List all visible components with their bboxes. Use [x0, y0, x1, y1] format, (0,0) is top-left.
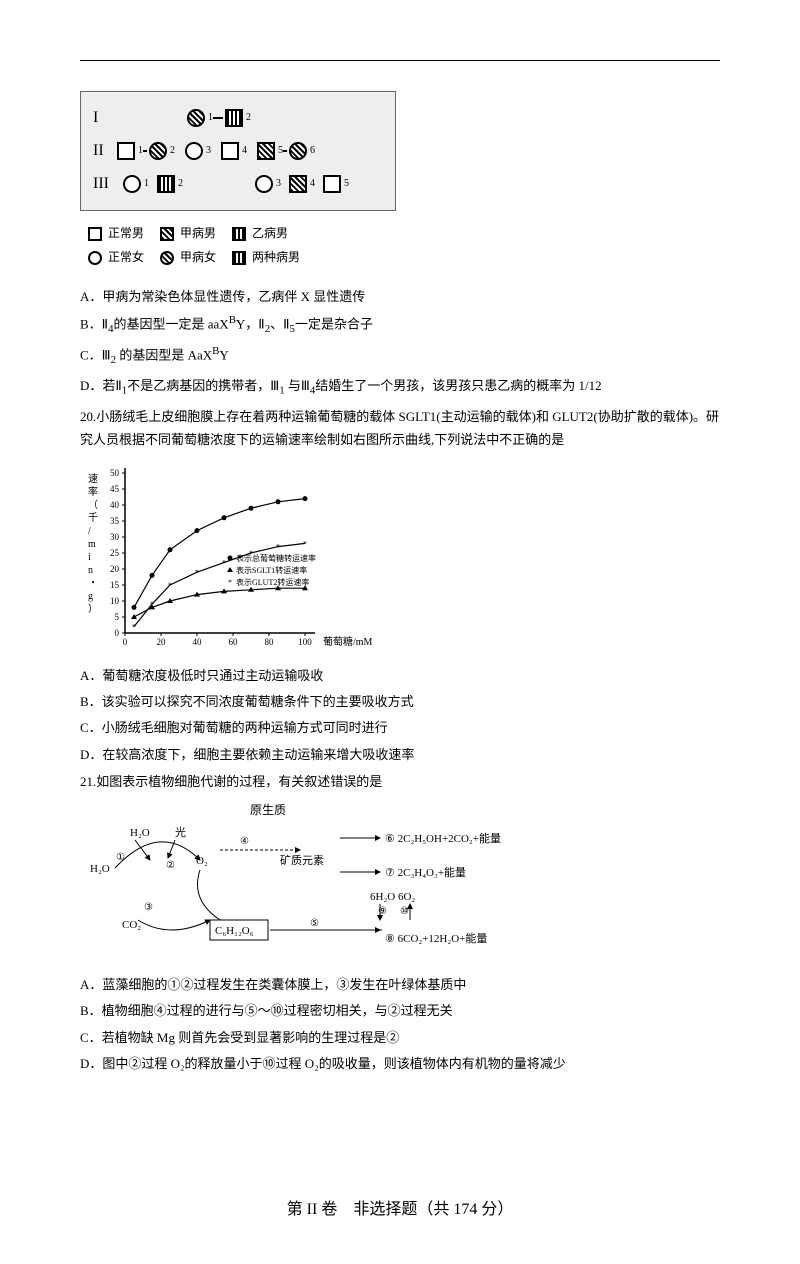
- svg-text:i: i: [88, 552, 91, 563]
- pedigree-individual: [289, 175, 307, 193]
- svg-text:*: *: [303, 539, 307, 548]
- svg-text:・: ・: [88, 578, 98, 589]
- svg-text:H₂O: H₂O: [130, 827, 150, 839]
- q20-stem: 20.小肠绒毛上皮细胞膜上存在着两种运输葡萄糖的载体 SGLT1(主动运输的载体…: [80, 405, 720, 452]
- label-raw: 原生质: [250, 803, 286, 817]
- q19-option-c: C．Ⅲ2 的基因型是 AaXBY: [80, 342, 720, 370]
- gen-1-label: I: [93, 104, 115, 133]
- svg-text:0: 0: [123, 637, 128, 647]
- svg-text:葡萄糖/mM: 葡萄糖/mM: [323, 635, 373, 648]
- q19-option-d: D．若Ⅱ1不是乙病基因的携带者，Ⅲ1 与Ⅲ4结婚生了一个男孩，该男孩只患乙病的概…: [80, 374, 720, 401]
- q21-diagram: 原生质 H₂O 光 H₂O ① ② ③ O₂ CO₂ C₆H₁₂O₆ ④ 矿质元…: [80, 800, 560, 967]
- svg-text:（: （: [88, 499, 98, 511]
- svg-text:⑧ 6CO₂+12H₂O+能量: ⑧ 6CO₂+12H₂O+能量: [385, 931, 487, 945]
- pedigree-individual: [225, 109, 243, 127]
- pedigree-individual: [221, 142, 239, 160]
- svg-text:矿质元素: 矿质元素: [280, 854, 324, 867]
- pedigree-legend: 正常男 甲病男 乙病男 正常女 甲病女 两种病男: [80, 217, 382, 274]
- pedigree-individual: [187, 109, 205, 127]
- svg-text:⑥ 2C₂H₅OH+2CO₂+能量: ⑥ 2C₂H₅OH+2CO₂+能量: [385, 831, 501, 845]
- pedigree-individual: [117, 142, 135, 160]
- q20-chart: 0 5 10 15 20 25 30 35 40 45 50 0 20 40 60 80 100 葡萄糖/mM 速率…: [80, 458, 400, 658]
- svg-text:40: 40: [193, 637, 203, 647]
- svg-text:30: 30: [110, 532, 120, 542]
- svg-text:千: 千: [88, 512, 98, 524]
- q21-option-d: D．图中②过程 O₂的释放量小于⑩过程 O₂的吸收量，则该植物体内有机物的量将减…: [80, 1052, 720, 1075]
- section-2-title: 第 II 卷 非选择题（共 174 分）: [80, 1196, 720, 1225]
- pedigree-individual: [323, 175, 341, 193]
- pedigree-individual: [185, 142, 203, 160]
- svg-text:⑦ 2C₃H₄O₃+能量: ⑦ 2C₃H₄O₃+能量: [385, 865, 466, 879]
- pedigree-individual: [157, 175, 175, 193]
- svg-text:/: /: [88, 526, 91, 537]
- svg-text:25: 25: [110, 548, 120, 558]
- svg-text:*: *: [195, 568, 199, 577]
- svg-text:⑩: ⑩: [400, 906, 409, 917]
- svg-text:20: 20: [110, 564, 120, 574]
- svg-text:②: ②: [166, 860, 175, 871]
- svg-text:表示SGLT1转运速率: 表示SGLT1转运速率: [236, 565, 307, 575]
- svg-text:③: ③: [144, 902, 153, 913]
- pedigree-individual: [123, 175, 141, 193]
- pedigree-individual: [255, 175, 273, 193]
- svg-text:*: *: [222, 558, 226, 567]
- svg-text:60: 60: [229, 637, 239, 647]
- svg-text:表示总葡萄糖转运速率: 表示总葡萄糖转运速率: [236, 553, 316, 563]
- svg-text:80: 80: [265, 637, 275, 647]
- q20-option-c: C．小肠绒毛细胞对葡萄糖的两种运输方式可同时进行: [80, 716, 720, 739]
- svg-text:n: n: [88, 565, 93, 576]
- svg-text:表示GLUT2转运速率: 表示GLUT2转运速率: [236, 577, 309, 587]
- svg-text:光: 光: [175, 825, 186, 839]
- svg-text:率: 率: [88, 485, 98, 498]
- q20-option-b: B．该实验可以探究不同浓度葡萄糖条件下的主要吸收方式: [80, 690, 720, 713]
- svg-text:*: *: [168, 581, 172, 590]
- svg-text:50: 50: [110, 468, 120, 478]
- svg-text:⑨: ⑨: [378, 906, 387, 917]
- svg-text:O₂: O₂: [196, 855, 208, 867]
- svg-text:*: *: [228, 578, 232, 587]
- svg-text:45: 45: [110, 484, 120, 494]
- svg-text:5: 5: [115, 612, 120, 622]
- gen-3-label: III: [93, 170, 115, 199]
- header-rule: [80, 60, 720, 61]
- svg-text:35: 35: [110, 516, 120, 526]
- svg-text:*: *: [276, 542, 280, 551]
- q21-stem: 21.如图表示植物细胞代谢的过程，有关叙述错误的是: [80, 770, 720, 793]
- pedigree-individual: [149, 142, 167, 160]
- pedigree-individual: [289, 142, 307, 160]
- svg-text:0: 0: [115, 628, 120, 638]
- svg-text:*: *: [150, 600, 154, 609]
- svg-text:m: m: [88, 539, 96, 550]
- svg-text:⑤: ⑤: [310, 918, 319, 929]
- svg-text:①: ①: [116, 852, 125, 863]
- svg-text:g: g: [88, 591, 93, 602]
- svg-text:100: 100: [298, 637, 312, 647]
- q21-option-c: C．若植物缺 Mg 则首先会受到显著影响的生理过程是②: [80, 1026, 720, 1049]
- q20-option-a: A．葡萄糖浓度极低时只通过主动运输吸收: [80, 664, 720, 687]
- svg-text:6H₂O 6O₂: 6H₂O 6O₂: [370, 891, 415, 903]
- svg-text:20: 20: [157, 637, 167, 647]
- q21-option-b: B．植物细胞④过程的进行与⑤～⑩过程密切相关，与②过程无关: [80, 999, 720, 1022]
- pedigree-individual: [257, 142, 275, 160]
- svg-text:C₆H₁₂O₆: C₆H₁₂O₆: [215, 925, 254, 937]
- q20-option-d: D．在较高浓度下，细胞主要依赖主动运输来增大吸收速率: [80, 743, 720, 766]
- q19-option-b: B．Ⅱ4的基因型一定是 aaXBY，Ⅱ2、Ⅱ5一定是杂合子: [80, 311, 720, 339]
- svg-text:④: ④: [240, 836, 249, 847]
- svg-text:40: 40: [110, 500, 120, 510]
- svg-text:速: 速: [88, 473, 98, 485]
- pedigree-chart: I 1 2 II 1 2 3 4 5 6 III 1 2 3 4 5: [80, 91, 396, 211]
- svg-text:15: 15: [110, 580, 120, 590]
- q21-option-a: A．蓝藻细胞的①②过程发生在类囊体膜上，③发生在叶绿体基质中: [80, 973, 720, 996]
- gen-2-label: II: [93, 137, 115, 166]
- q19-option-a: A．甲病为常染色体显性遗传，乙病伴 X 显性遗传: [80, 285, 720, 308]
- svg-text:10: 10: [110, 596, 120, 606]
- svg-text:H₂O: H₂O: [90, 863, 110, 875]
- svg-text:*: *: [132, 622, 136, 631]
- svg-text:）: ）: [88, 603, 98, 615]
